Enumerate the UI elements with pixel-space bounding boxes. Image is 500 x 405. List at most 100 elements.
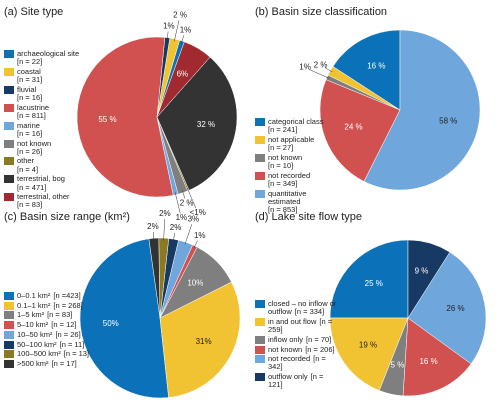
legend-item: not known [n = 26] [4,138,92,156]
legend-count: [n = 206] [305,344,335,354]
leader-line [174,192,181,214]
legend-item: archaeological site [n = 22] [4,49,92,67]
legend-item: 0.1–1 km² [n = 268] [4,300,104,310]
legend-label: not recorded [268,354,311,364]
legend-swatch [255,153,265,162]
legend-item: not known [n = 10] [255,153,335,171]
legend-swatch [4,292,14,300]
value-label: 1% [299,63,311,72]
pie-slice [156,56,238,191]
leader-line [309,69,330,79]
legend-label: lacustrine [17,102,50,112]
pie-slice [363,29,481,191]
legend-item: 5–10 km² [n = 12] [4,321,104,330]
legend-count: [n = 471] [17,182,47,192]
legend-count: [n = 853] [268,205,298,215]
legend: categorical class [n = 241] not applicable… [255,117,335,216]
legend-count: [n = 11] [59,339,85,349]
legend-label: coastal [17,66,41,76]
value-label: 3% [188,215,200,224]
legend-count: [n = 27] [268,143,294,153]
legend-item: 100–500 km² [n = 13] [4,349,104,359]
leader-line [181,190,186,199]
legend-label: 10–50 km² [17,329,53,339]
legend-label: >500 km² [17,358,49,368]
legend-item: in and out flow [n = 259] [255,317,337,334]
legend-count: [n = 334] [294,307,325,317]
leader-line [166,31,169,41]
legend-swatch [4,139,14,148]
leader-line [187,188,197,209]
value-label: 2% [147,222,159,231]
value-label: 19 % [359,340,377,349]
value-label: <1% [190,208,206,217]
legend-label: not recorded [268,170,311,180]
legend-count: [n = 349] [268,178,298,188]
legend-item: 10–50 km² [n = 26] [4,329,104,339]
leader-line [172,233,175,242]
chart-title: (d) Lake site flow type [255,211,362,223]
legend-label: closed – no inflow or outflow [268,299,337,317]
legend-swatch [255,300,265,308]
leader-line [181,35,185,44]
legend-count: [n = 17] [51,358,77,368]
legend-label: quantitative estimated [268,188,307,206]
legend-swatch [255,171,265,180]
legend-swatch [4,330,14,339]
value-label: 2 % [314,60,328,69]
legend-count: [n = 268] [53,300,83,310]
chart-title: (a) Site type [4,6,63,18]
pie-slice [79,238,169,399]
value-label: 58 % [439,117,457,126]
legend: closed – no inflow or outflow [n = 334] in… [255,299,337,391]
legend-label: 100–500 km² [17,349,61,359]
legend-item: not recorded [n = 349] [255,170,335,188]
value-label: 25 % [365,279,383,288]
legend-count: [n = 83] [47,310,73,320]
legend-label: 0–0.1 km² [17,291,51,300]
legend-item: categorical class [n = 241] [255,117,335,134]
pie-slice [407,251,487,365]
legend-swatch [4,157,14,166]
legend-swatch [4,50,14,58]
legend-count: [n = 26] [17,146,43,156]
legend-label: archaeological site [17,49,80,58]
pie-slice [76,36,174,198]
value-label: 26 % [446,304,464,313]
legend-item: not applicable [n = 27] [255,135,335,153]
value-label: 9 % [415,267,429,276]
legend-label: 1–5 km² [17,310,45,320]
legend-label: marine [17,120,40,130]
legend-item: not recorded [n = 342] [255,355,337,371]
legend-count: [n = 10] [268,161,294,171]
leader-line [163,219,165,241]
value-label: 16 % [367,62,385,71]
pie-slice [402,317,472,397]
pie-slice [329,239,409,319]
legend-swatch [4,350,14,359]
legend-count: [n = 22] [17,57,43,67]
pie-slice [329,317,409,391]
legend-item: outflow only [n = 121] [255,372,337,390]
value-label: 32 % [197,120,215,129]
legend-item: marine [n = 16] [4,120,92,138]
value-label: 5 % [391,360,405,369]
legend-count: [n = 31] [17,75,43,85]
legend-swatch [255,118,265,126]
chart-title: (c) Basin size range (km²) [4,211,130,223]
value-label: 2 % [173,11,187,20]
legend-count: [n = 121] [268,372,324,390]
legend-label: terrestrial, other [17,192,70,202]
value-label: 10% [187,278,203,287]
pie-slice [159,281,241,398]
legend-swatch [4,321,14,330]
legend-label: not known [17,138,52,148]
leader-line [153,232,155,241]
legend-count: [n = 342] [268,354,326,372]
legend-label: other [17,156,35,166]
pie-slice [156,41,211,118]
legend-swatch [4,340,14,349]
legend-item: closed – no inflow or outflow [n = 334] [255,299,337,317]
